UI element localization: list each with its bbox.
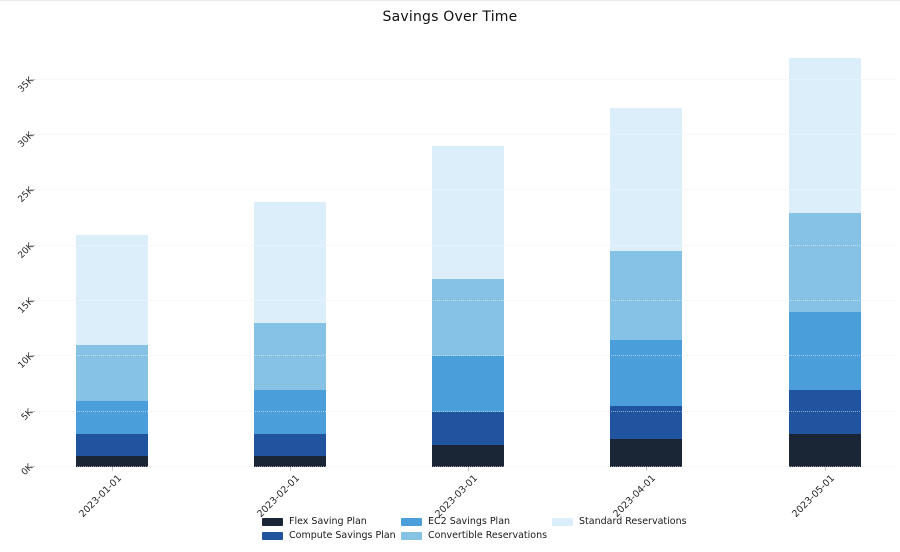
bar-segment-compute-savings-plan[interactable] (789, 389, 861, 434)
x-axis-tick-label: 2023-03-01 (432, 473, 480, 520)
legend-item-ec2-savings-plan[interactable]: EC2 Savings Plan (401, 516, 510, 528)
legend-item-flex-saving-plan[interactable]: Flex Saving Plan (262, 516, 367, 528)
legend-label: EC2 Savings Plan (428, 516, 511, 527)
bar-segment-standard-reservations[interactable] (254, 201, 326, 324)
y-axis-tick (30, 355, 35, 357)
legend-swatch (401, 518, 422, 526)
x-axis-tick (646, 467, 647, 471)
bar-segment-flex-saving-plan[interactable] (76, 455, 148, 467)
bar-2023-04-01 (610, 107, 682, 467)
legend-label: Compute Savings Plan (289, 530, 396, 541)
bar-segment-compute-savings-plan[interactable] (254, 433, 326, 456)
gridline-overlay (35, 244, 898, 246)
legend-swatch (552, 518, 573, 526)
legend-item-convertible-reservations[interactable]: Convertible Reservations (401, 530, 547, 542)
y-axis-tick (30, 410, 35, 412)
x-axis-tick (290, 467, 291, 471)
legend-item-compute-savings-plan[interactable]: Compute Savings Plan (262, 530, 396, 542)
bar-2023-01-01 (76, 234, 148, 467)
legend-label: Flex Saving Plan (289, 516, 367, 527)
bar-segment-ec2-savings-plan[interactable] (76, 400, 148, 434)
x-axis-tick-label: 2023-01-01 (76, 473, 124, 520)
bar-segment-ec2-savings-plan[interactable] (432, 356, 504, 412)
y-axis-tick-label: 0K (20, 462, 36, 478)
legend-label: Convertible Reservations (428, 530, 548, 541)
bar-2023-05-01 (789, 57, 861, 467)
legend-label: Standard Reservations (579, 516, 687, 527)
bar-segment-flex-saving-plan[interactable] (789, 433, 861, 467)
gridline-overlay (35, 300, 898, 302)
y-axis-tick-label: 30K (16, 130, 36, 150)
bar-segment-standard-reservations[interactable] (610, 107, 682, 252)
legend-swatch (262, 532, 283, 540)
bar-segment-convertible-reservations[interactable] (610, 251, 682, 340)
y-axis-tick-label: 25K (16, 185, 36, 206)
y-axis-tick (30, 300, 35, 302)
legend-swatch (262, 518, 283, 526)
bar-segment-convertible-reservations[interactable] (76, 345, 148, 401)
gridline-overlay (35, 410, 898, 412)
bar-segment-ec2-savings-plan[interactable] (254, 389, 326, 434)
bar-segment-flex-saving-plan[interactable] (254, 455, 326, 467)
x-axis-tick (825, 467, 826, 471)
legend-swatch (401, 532, 422, 540)
y-axis-tick (30, 244, 35, 246)
bar-segment-flex-saving-plan[interactable] (432, 444, 504, 467)
x-axis-tick (468, 467, 469, 471)
y-axis-tick-label: 5K (20, 407, 36, 423)
bar-segment-standard-reservations[interactable] (789, 57, 861, 213)
bar-segment-flex-saving-plan[interactable] (610, 439, 682, 467)
bar-segment-convertible-reservations[interactable] (789, 212, 861, 313)
bar-2023-03-01 (432, 146, 504, 467)
bar-segment-convertible-reservations[interactable] (432, 278, 504, 357)
bar-segment-compute-savings-plan[interactable] (610, 406, 682, 440)
y-axis-tick-label: 15K (16, 296, 36, 316)
legend-item-standard-reservations[interactable]: Standard Reservations (552, 516, 687, 528)
y-axis-tick-label: 10K (16, 351, 36, 372)
x-axis-tick (112, 467, 113, 471)
gridline-overlay (35, 466, 898, 467)
bar-segment-compute-savings-plan[interactable] (76, 433, 148, 456)
window-top-border (0, 0, 900, 1)
bar-segment-convertible-reservations[interactable] (254, 323, 326, 390)
gridline-overlay (35, 189, 898, 191)
y-axis-tick (30, 189, 35, 191)
x-axis-tick-label: 2023-05-01 (789, 473, 837, 520)
bar-segment-ec2-savings-plan[interactable] (610, 339, 682, 407)
bar-segment-ec2-savings-plan[interactable] (789, 312, 861, 390)
y-axis-tick (30, 78, 35, 80)
plot-area (30, 50, 898, 471)
gridline-overlay (35, 134, 898, 136)
x-axis-tick-label: 2023-02-01 (254, 473, 302, 520)
x-axis-tick-label: 2023-04-01 (610, 473, 658, 520)
y-axis-tick (30, 134, 35, 136)
gridline-overlay (35, 78, 898, 80)
bar-2023-02-01 (254, 201, 326, 467)
y-axis-tick (30, 466, 35, 467)
bar-segment-standard-reservations[interactable] (76, 234, 148, 346)
gridline-overlay (35, 355, 898, 357)
bar-segment-standard-reservations[interactable] (432, 146, 504, 279)
bar-segment-compute-savings-plan[interactable] (432, 411, 504, 445)
chart-title: Savings Over Time (382, 9, 518, 25)
